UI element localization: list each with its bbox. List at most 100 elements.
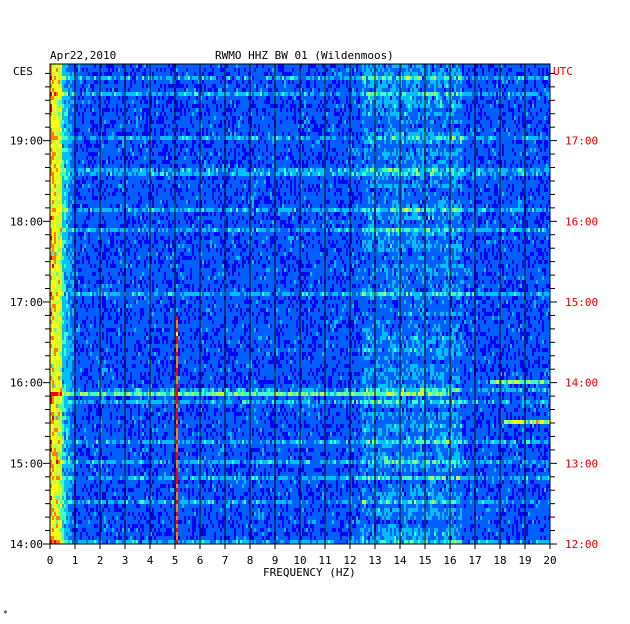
heatmap-cell (160, 148, 162, 152)
heatmap-cell (88, 128, 90, 132)
heatmap-cell (498, 124, 500, 128)
heatmap-cell (540, 104, 542, 108)
heatmap-cell (308, 148, 310, 152)
heatmap-cell (70, 88, 72, 92)
heatmap-cell (214, 104, 216, 108)
heatmap-cell (482, 152, 484, 156)
heatmap-cell (216, 136, 218, 140)
heatmap-cell (316, 64, 318, 68)
heatmap-cell (368, 160, 370, 164)
heatmap-cell (432, 116, 434, 120)
heatmap-cell (52, 132, 54, 136)
heatmap-cell (538, 96, 540, 100)
heatmap-cell (544, 152, 546, 156)
heatmap-cell (278, 132, 280, 136)
heatmap-cell (422, 100, 424, 104)
heatmap-cell (404, 152, 406, 156)
heatmap-cell (136, 84, 138, 88)
heatmap-cell (296, 68, 298, 72)
heatmap-cell (372, 136, 374, 140)
heatmap-cell (430, 140, 432, 144)
heatmap-cell (500, 112, 502, 116)
heatmap-cell (340, 128, 342, 132)
heatmap-cell (200, 64, 202, 68)
heatmap-cell (140, 84, 142, 88)
heatmap-cell (394, 136, 396, 140)
heatmap-cell (238, 88, 240, 92)
heatmap-cell (52, 88, 54, 92)
heatmap-cell (544, 108, 546, 112)
heatmap-cell (290, 120, 292, 124)
heatmap-cell (422, 88, 424, 92)
heatmap-cell (412, 76, 414, 80)
heatmap-cell (362, 88, 364, 92)
heatmap-cell (542, 84, 544, 88)
heatmap-cell (378, 108, 380, 112)
heatmap-cell (50, 120, 52, 124)
heatmap-cell (400, 100, 402, 104)
heatmap-cell (172, 156, 174, 160)
heatmap-cell (426, 128, 428, 132)
heatmap-cell (388, 64, 390, 68)
heatmap-cell (156, 156, 158, 160)
heatmap-cell (260, 68, 262, 72)
heatmap-cell (512, 84, 514, 88)
heatmap-cell (402, 64, 404, 68)
heatmap-cell (142, 160, 144, 164)
heatmap-cell (234, 112, 236, 116)
heatmap-cell (240, 112, 242, 116)
heatmap-cell (310, 152, 312, 156)
heatmap-cell (146, 148, 148, 152)
heatmap-cell (86, 100, 88, 104)
heatmap-cell (328, 104, 330, 108)
heatmap-cell (188, 76, 190, 80)
heatmap-cell (116, 136, 118, 140)
heatmap-cell (54, 104, 56, 108)
heatmap-cell (504, 124, 506, 128)
heatmap-cell (280, 88, 282, 92)
heatmap-cell (278, 92, 280, 96)
heatmap-cell (362, 72, 364, 76)
heatmap-cell (518, 136, 520, 140)
heatmap-cell (252, 156, 254, 160)
heatmap-cell (88, 156, 90, 160)
heatmap-cell (88, 116, 90, 120)
heatmap-cell (386, 80, 388, 84)
heatmap-cell (160, 76, 162, 80)
heatmap-cell (432, 92, 434, 96)
heatmap-cell (84, 132, 86, 136)
heatmap-cell (214, 144, 216, 148)
heatmap-cell (298, 80, 300, 84)
heatmap-cell (516, 136, 518, 140)
heatmap-cell (190, 88, 192, 92)
heatmap-cell (94, 120, 96, 124)
heatmap-cell (410, 72, 412, 76)
heatmap-cell (300, 144, 302, 148)
heatmap-cell (292, 128, 294, 132)
heatmap-cell (150, 76, 152, 80)
heatmap-cell (440, 156, 442, 160)
heatmap-cell (488, 132, 490, 136)
heatmap-cell (294, 72, 296, 76)
heatmap-cell (366, 92, 368, 96)
heatmap-cell (402, 156, 404, 160)
heatmap-cell (68, 96, 70, 100)
heatmap-cell (514, 84, 516, 88)
heatmap-cell (56, 144, 58, 148)
heatmap-cell (54, 84, 56, 88)
heatmap-cell (90, 140, 92, 144)
heatmap-cell (134, 116, 136, 120)
heatmap-cell (350, 144, 352, 148)
heatmap-cell (230, 96, 232, 100)
heatmap-cell (352, 136, 354, 140)
heatmap-cell (514, 140, 516, 144)
heatmap-cell (126, 124, 128, 128)
heatmap-cell (188, 152, 190, 156)
heatmap-cell (488, 112, 490, 116)
heatmap-cell (212, 76, 214, 80)
heatmap-cell (176, 140, 178, 144)
heatmap-cell (384, 88, 386, 92)
heatmap-cell (480, 152, 482, 156)
heatmap-cell (538, 152, 540, 156)
heatmap-cell (450, 128, 452, 132)
